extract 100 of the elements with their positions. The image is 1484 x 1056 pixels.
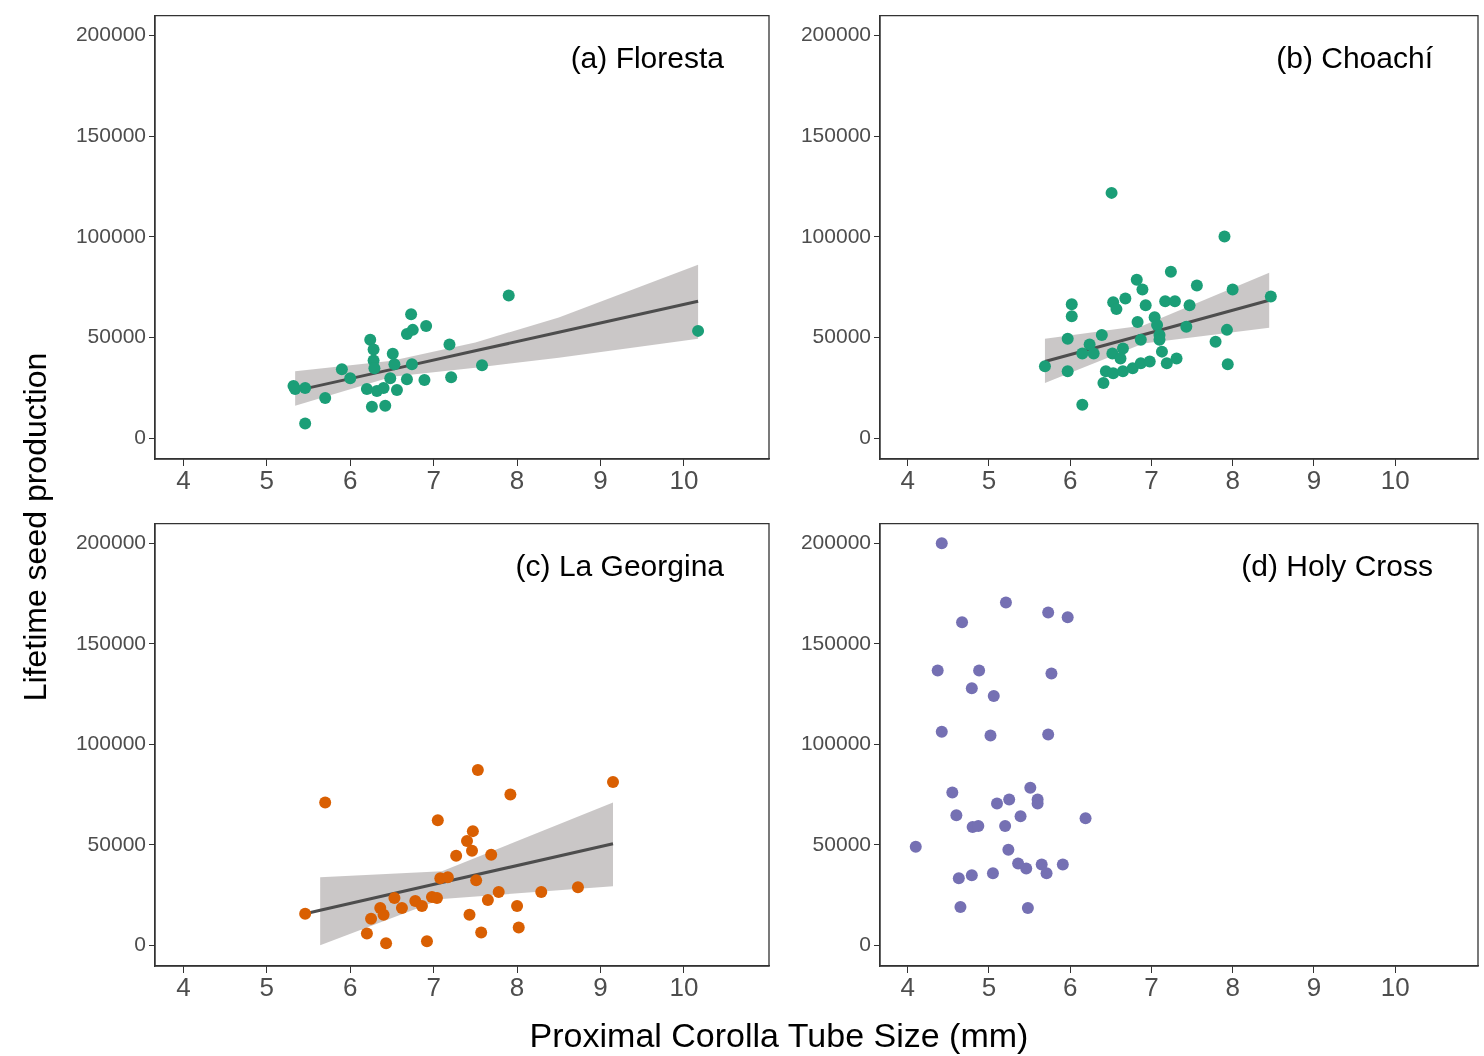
point xyxy=(954,900,967,913)
point xyxy=(384,372,397,385)
point xyxy=(950,809,963,822)
point xyxy=(405,308,418,321)
point xyxy=(1020,862,1033,875)
point xyxy=(1042,606,1055,619)
point xyxy=(986,867,999,880)
point xyxy=(475,926,488,939)
point xyxy=(1114,352,1127,365)
y-tick-label: 100000 xyxy=(800,223,871,247)
point xyxy=(1151,319,1164,332)
point xyxy=(388,892,401,905)
point xyxy=(1220,323,1233,336)
point xyxy=(965,682,978,695)
point xyxy=(1130,273,1143,286)
x-tick-label: 10 xyxy=(1380,971,1410,1002)
y-tick-label: 200000 xyxy=(800,530,871,554)
point xyxy=(504,788,517,801)
point xyxy=(956,616,969,629)
x-tick-label: 5 xyxy=(259,971,275,1002)
point xyxy=(431,814,444,827)
point xyxy=(1209,335,1222,348)
point xyxy=(1105,186,1118,199)
point xyxy=(450,849,463,862)
point xyxy=(1116,365,1129,378)
point xyxy=(386,347,399,360)
point xyxy=(1065,310,1078,323)
point xyxy=(1160,357,1173,370)
point xyxy=(1119,292,1132,305)
point xyxy=(1045,667,1058,680)
point xyxy=(1040,867,1053,880)
point xyxy=(365,912,378,925)
point xyxy=(445,371,458,384)
point xyxy=(388,358,401,371)
y-tick-label: 150000 xyxy=(75,630,146,654)
point xyxy=(999,820,1012,833)
point xyxy=(1042,728,1055,741)
point xyxy=(984,729,997,742)
y-tick-label: 100000 xyxy=(75,731,146,755)
point xyxy=(461,834,474,847)
point xyxy=(1061,332,1074,345)
point xyxy=(1021,901,1034,914)
point xyxy=(1164,265,1177,278)
x-tick-label: 7 xyxy=(1144,464,1159,495)
y-tick-label: 0 xyxy=(859,425,871,449)
x-tick-label: 10 xyxy=(1380,464,1410,495)
point xyxy=(1076,398,1089,411)
x-tick-label: 8 xyxy=(1225,971,1240,1002)
point xyxy=(571,881,584,894)
point xyxy=(1076,347,1089,360)
y-axis-title: Lifetime seed production xyxy=(16,352,54,702)
point xyxy=(502,289,515,302)
point xyxy=(365,400,378,413)
point xyxy=(360,927,373,940)
point xyxy=(935,537,948,550)
point xyxy=(999,596,1012,609)
point xyxy=(299,417,312,430)
point xyxy=(1087,347,1100,360)
point xyxy=(344,372,357,385)
point xyxy=(1002,843,1015,856)
point xyxy=(512,921,525,934)
y-tick-label: 200000 xyxy=(75,22,146,46)
point xyxy=(379,399,392,412)
x-tick-label: 4 xyxy=(900,971,915,1002)
x-axis-title: Proximal Corolla Tube Size (mm) xyxy=(529,1015,1029,1055)
point xyxy=(1134,333,1147,346)
point xyxy=(1116,342,1129,355)
y-tick-label: 0 xyxy=(859,932,871,956)
point xyxy=(335,363,348,376)
point xyxy=(1110,303,1123,316)
point xyxy=(1038,360,1051,373)
point xyxy=(1079,812,1092,825)
y-tick-label: 150000 xyxy=(75,122,146,146)
point xyxy=(390,383,403,396)
point xyxy=(466,844,479,857)
x-tick-label: 4 xyxy=(900,464,915,495)
x-tick-label: 9 xyxy=(1306,464,1322,495)
x-tick-label: 7 xyxy=(426,464,441,495)
point xyxy=(443,338,456,351)
x-tick-label: 6 xyxy=(1062,464,1078,495)
y-tick-label: 50000 xyxy=(812,324,871,348)
point xyxy=(415,899,428,912)
point xyxy=(607,775,619,788)
point xyxy=(1095,328,1108,341)
point xyxy=(1190,279,1203,292)
point xyxy=(405,358,418,371)
point xyxy=(471,764,484,777)
point xyxy=(1024,781,1037,794)
x-tick-label: 5 xyxy=(981,971,997,1002)
point xyxy=(1221,358,1234,371)
point xyxy=(319,391,332,404)
point xyxy=(319,796,332,809)
y-tick-label: 100000 xyxy=(800,731,871,755)
x-tick-label: 4 xyxy=(176,971,191,1002)
x-tick-label: 6 xyxy=(342,464,358,495)
point xyxy=(1155,345,1168,358)
point xyxy=(299,381,312,394)
x-tick-label: 9 xyxy=(593,464,608,495)
x-tick-label: 5 xyxy=(981,464,997,495)
point xyxy=(1170,352,1183,365)
